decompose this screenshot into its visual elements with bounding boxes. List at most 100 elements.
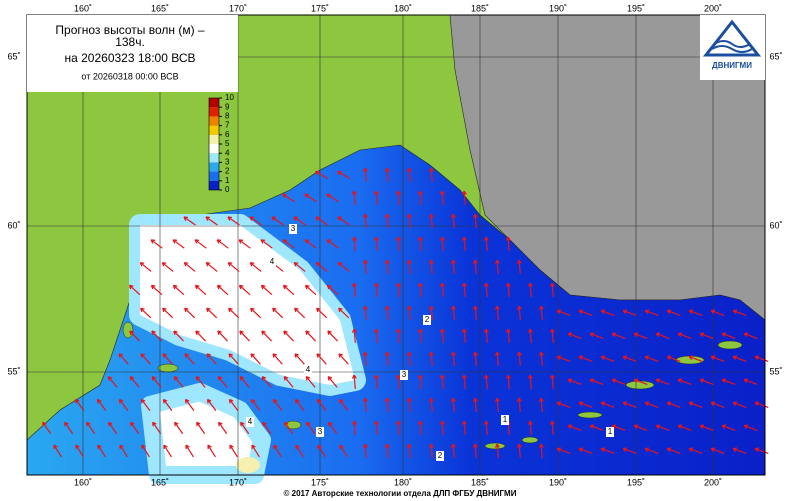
wave-arrow	[196, 421, 206, 435]
wave-arrow	[351, 374, 357, 390]
wave-arrow	[732, 355, 747, 362]
wave-arrow	[163, 444, 172, 458]
colorbar-step	[209, 180, 219, 190]
wave-arrow	[743, 378, 758, 385]
wave-arrow	[417, 374, 423, 390]
contour-label-bg	[423, 315, 431, 325]
wave-arrow	[384, 167, 390, 183]
lon-label: 170˚	[229, 477, 247, 487]
wave-arrow	[732, 401, 747, 408]
wave-arrow	[42, 421, 52, 435]
wave-arrow	[373, 282, 379, 298]
frame	[26, 14, 766, 476]
contour-label-bg	[606, 427, 614, 437]
wave-arrow	[395, 328, 401, 344]
wave-arrow	[472, 305, 478, 321]
wave-arrow	[644, 447, 659, 454]
wave-arrow	[251, 444, 260, 458]
wave-arrow	[384, 351, 390, 367]
wave-arrow	[450, 351, 456, 367]
lon-label: 160˚	[74, 477, 92, 487]
wave-arrow	[326, 284, 339, 296]
contour-label-bg	[400, 370, 408, 380]
wave-arrow	[732, 447, 747, 454]
wave-arrow	[428, 259, 434, 275]
wave-arrow	[206, 398, 217, 411]
wave-arrow	[238, 284, 251, 296]
wave-arrow	[549, 328, 555, 344]
wave-arrow	[395, 282, 401, 298]
wave-arrow	[216, 239, 229, 249]
wave-arrow	[282, 284, 295, 296]
wave-arrow	[655, 424, 670, 431]
wave-arrow	[611, 378, 626, 385]
wave-arrow	[428, 397, 434, 413]
wave-arrow	[677, 424, 692, 431]
wave-arrow	[206, 307, 218, 319]
wave-arrow	[538, 397, 544, 413]
wave-arrow	[185, 444, 194, 458]
wave-arrow	[362, 351, 368, 367]
wave-arrow	[306, 421, 316, 435]
wave-arrow	[305, 376, 316, 388]
wave-arrow	[293, 216, 306, 226]
wave-arrow	[494, 397, 500, 413]
wave-arrow	[699, 424, 714, 431]
wave-arrow	[439, 282, 445, 298]
wave-arrow	[53, 444, 62, 458]
wave-arrow	[710, 401, 725, 408]
wave-arrow	[129, 376, 140, 388]
colorbar-step	[209, 134, 219, 144]
wave-arrow	[406, 443, 412, 459]
wave-arrow	[140, 398, 151, 411]
wave-arrow	[483, 328, 489, 344]
wave-arrow	[556, 447, 571, 454]
wave-arrow	[417, 236, 423, 252]
wave-arrow	[284, 421, 294, 435]
wave-arrow	[384, 259, 390, 275]
logo-waves	[711, 40, 753, 53]
wave-arrow	[207, 444, 216, 458]
wave-arrow	[107, 376, 118, 388]
wave-arrow	[195, 376, 206, 388]
wave-arrow	[384, 305, 390, 321]
wave-arrow	[461, 190, 467, 206]
wave-arrow	[406, 213, 412, 229]
wave-arrow	[240, 421, 250, 435]
wave-arrow	[483, 374, 489, 390]
wave-arrow	[688, 309, 703, 316]
colorbar-label: 7	[225, 121, 230, 130]
wave-arrow	[589, 378, 604, 385]
wave-arrow	[428, 213, 434, 229]
wave-arrow	[406, 305, 412, 321]
contour-label: 4	[306, 365, 311, 374]
wave-arrow	[261, 376, 272, 388]
title-box	[27, 15, 238, 92]
contour-label: 1	[608, 427, 613, 436]
lon-label: 160˚	[74, 3, 92, 13]
wave-arrow	[428, 305, 434, 321]
wave-arrow	[272, 353, 283, 365]
wave-arrow	[578, 309, 593, 316]
wave-arrow	[239, 376, 250, 388]
wave-arrow	[183, 261, 196, 272]
wave-arrow	[567, 332, 582, 339]
wave-arrow	[600, 401, 615, 408]
colorbar-step	[209, 116, 219, 126]
wave-arrow	[450, 305, 456, 321]
wave-arrow	[260, 284, 273, 296]
wave-arrow	[128, 284, 141, 296]
lat-label: 55˚	[7, 366, 20, 376]
wave-arrow	[129, 330, 140, 342]
wave-arrow	[567, 424, 582, 431]
wave-arrow	[633, 424, 648, 431]
colorbar-step	[209, 125, 219, 135]
wave-arrow	[283, 376, 294, 388]
aleutian-islands	[122, 321, 743, 450]
colorbar-step	[209, 153, 219, 163]
wave-arrow	[362, 443, 368, 459]
wave-arrow	[217, 330, 228, 342]
wave-arrow	[271, 216, 284, 226]
wave-arrow	[743, 424, 758, 431]
wave-arrow	[538, 351, 544, 367]
